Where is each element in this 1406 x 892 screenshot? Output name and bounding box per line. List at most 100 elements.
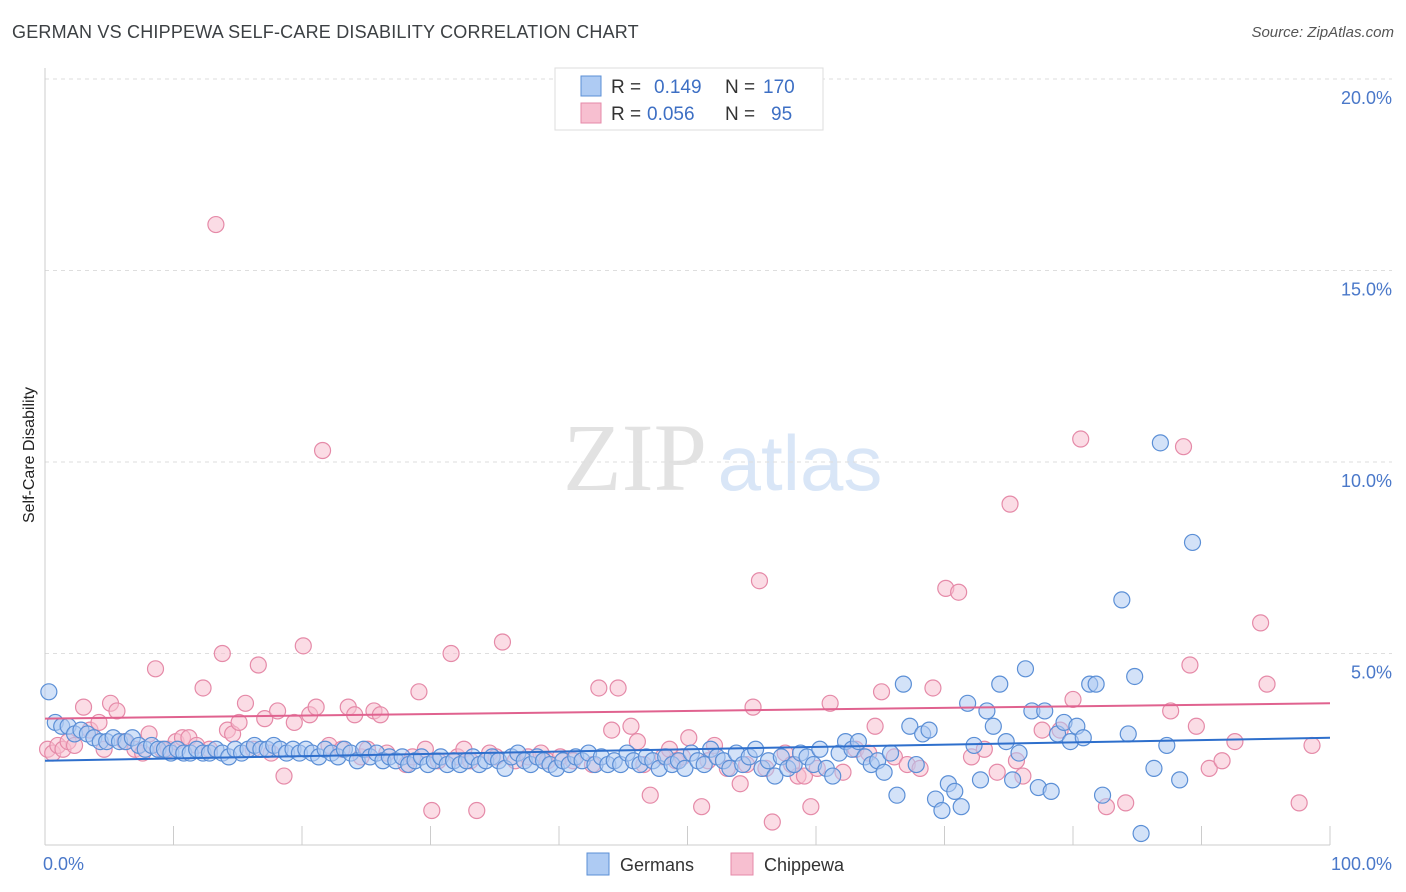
german-point-133 [894,675,912,693]
german-point-146 [978,702,996,720]
chippewa-point-41 [313,441,332,460]
chippewa-point-125 [1174,438,1193,456]
bottom-legend: Germans Chippewa [586,852,845,876]
chart-source: Source: ZipAtlas.com [1251,24,1394,41]
german-point-135 [907,755,925,774]
chippewa-point-130 [1226,732,1244,751]
x-tick-label-0: 0.0% [43,854,84,874]
x-tick-label-100: 100.0% [1331,854,1392,874]
german-point-150 [1004,771,1022,789]
chippewa-point-32 [249,656,267,674]
legend-n-value-1: 170 [763,77,795,98]
legend-swatch-chippewa [580,102,602,124]
chippewa-point-98 [802,798,820,816]
german-point-152 [1016,660,1035,678]
chippewa-point-133 [1290,794,1308,812]
german-point-0 [40,683,58,701]
german-point-144 [965,736,983,755]
chippewa-point-36 [275,767,293,785]
german-point-156 [1042,782,1060,800]
german-point-173 [1183,533,1202,552]
german-point-155 [1036,702,1054,720]
german-point-172 [1171,771,1189,789]
chippewa-point-129 [1213,752,1231,770]
chippewa-point-55 [423,801,441,820]
german-point-143 [959,694,977,712]
german-point-139 [933,801,951,820]
chippewa-point-97 [795,767,814,785]
chippewa-point-26 [213,644,231,663]
chippewa-point-118 [1033,721,1051,739]
german-point-99 [676,759,694,778]
chippewa-point-73 [603,721,621,739]
chippewa-point-11 [108,702,126,720]
bottom-legend-germans: Germans [620,855,694,875]
top-legend: R = 0.149 N = 170 R = 0.056 N = 95 [554,67,824,131]
chippewa-point-93 [763,813,781,831]
chippewa-point-120 [1064,690,1082,709]
legend-n-value-2: 95 [771,104,792,125]
german-point-149 [997,732,1015,751]
german-point-161 [1074,729,1092,747]
chippewa-point-74 [609,679,627,697]
german-point-167 [1126,667,1144,686]
chippewa-point-132 [1258,675,1276,693]
chart-title: GERMAN VS CHIPPEWA SELF-CARE DISABILITY … [12,22,639,42]
chippewa-point-53 [410,683,428,701]
x-tick-labels: 0.0% 100.0% [43,854,1392,874]
chippewa-point-123 [1117,794,1135,812]
chippewa-point-111 [950,583,968,601]
german-point-165 [1113,591,1131,609]
bottom-legend-swatch-germans [586,852,610,876]
legend-r-value-1: 0.149 [654,77,702,98]
chippewa-point-105 [872,683,891,701]
german-point-164 [1093,786,1112,804]
chippewa-point-72 [590,679,608,697]
y-tick-label-10: 10.0% [1341,471,1392,491]
german-point-151 [1010,744,1028,762]
axes [44,68,1331,846]
legend-r-label-2: R = [611,104,641,125]
chippewa-point-109 [924,679,942,697]
german-point-134 [901,717,919,735]
german-point-147 [984,717,1002,735]
chippewa-point-126 [1181,656,1199,674]
legend-r-value-2: 0.056 [647,104,695,125]
chippewa-point-91 [750,572,769,590]
legend-n-label-1: N = [725,77,755,98]
german-point-113 [766,767,784,785]
german-point-102 [695,755,713,774]
chippewa-point-40 [307,698,325,716]
chippewa-point-33 [256,710,274,728]
chippewa-point-124 [1162,702,1180,720]
y-tick-label-5: 5.0% [1351,663,1392,683]
chippewa-point-114 [988,763,1006,781]
chippewa-point-104 [866,717,884,735]
chippewa-point-127 [1187,717,1205,735]
german-point-132 [888,786,906,804]
german-point-169 [1145,759,1163,778]
chippewa-point-78 [641,786,659,804]
chippewa-point-128 [1200,759,1218,778]
watermark-atlas: atlas [718,419,883,507]
chippewa-point-75 [622,717,640,735]
bottom-legend-chippewa: Chippewa [764,855,845,875]
german-point-137 [920,721,938,739]
chippewa-point-100 [821,694,839,712]
german-point-145 [971,771,990,789]
chippewa-point-83 [680,729,698,747]
german-trend-line [44,736,1331,762]
chippewa-point-121 [1072,430,1090,448]
german-point-168 [1132,824,1150,843]
chippewa-trend-line [44,702,1331,720]
german-point-166 [1119,725,1137,743]
y-tick-label-15: 15.0% [1341,280,1392,300]
bottom-legend-swatch-chippewa [730,852,754,876]
german-point-122 [824,767,842,785]
y-tick-labels: 5.0% 10.0% 15.0% 20.0% [1341,88,1392,683]
chippewa-point-25 [207,215,225,234]
trend-lines [44,702,1331,762]
chippewa-point-88 [731,775,749,793]
y-tick-label-20: 20.0% [1341,88,1392,108]
